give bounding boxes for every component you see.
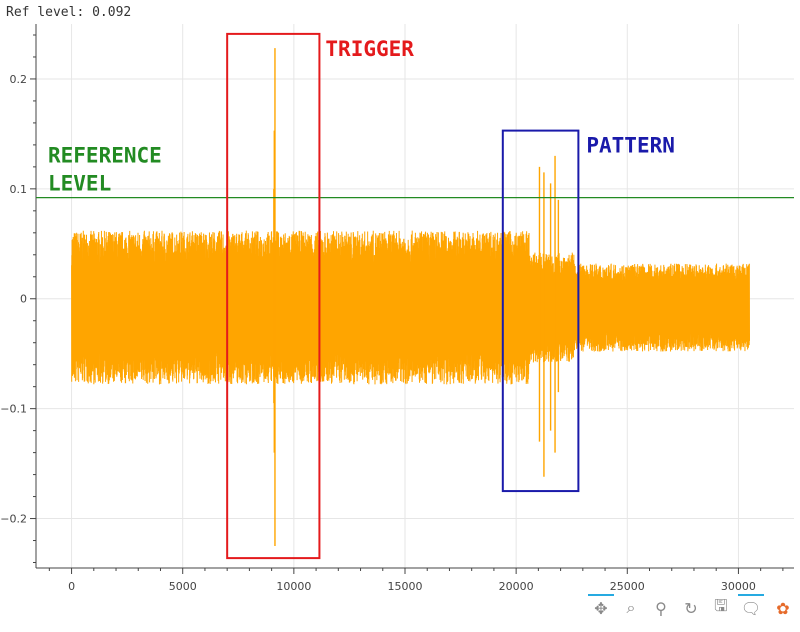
save-icon[interactable]: 🖫 [714, 595, 728, 615]
x-tick-label: 0 [68, 580, 75, 593]
reference-label-line: REFERENCE [48, 144, 162, 168]
y-tick-label: −0.1 [0, 403, 27, 416]
page-title: Ref level: 0.092 [6, 5, 132, 20]
x-tick-label: 5000 [169, 580, 197, 593]
y-tick-label: 0.2 [10, 73, 28, 86]
y-tick-label: −0.2 [0, 513, 27, 526]
x-tick-label: 10000 [276, 580, 311, 593]
chart-toolbar: ✥ ⌕ ⚲ ↻ 🖫 🗨 ✿ [588, 593, 798, 623]
reference-label-line: LEVEL [48, 172, 111, 196]
box-zoom-icon[interactable]: ⌕ [626, 598, 636, 617]
pattern-box [501, 129, 580, 493]
y-tick-label: 0.1 [10, 183, 28, 196]
x-tick-label: 20000 [499, 580, 534, 593]
pan-icon[interactable]: ✥ [588, 594, 614, 619]
hover-icon[interactable]: 🗨 [738, 594, 764, 618]
reset-icon[interactable]: ↻ [684, 598, 698, 618]
y-tick-label: 0 [20, 293, 27, 306]
pattern-label: PATTERN [586, 134, 675, 158]
wheel-zoom-icon[interactable]: ⚲ [655, 598, 667, 618]
signal-trace [71, 230, 750, 385]
bokeh-logo-icon[interactable]: ✿ [776, 598, 790, 618]
x-tick-label: 15000 [387, 580, 422, 593]
x-tick-label: 25000 [610, 580, 645, 593]
trigger-box [226, 32, 321, 560]
trigger-label: TRIGGER [325, 37, 414, 61]
x-tick-label: 30000 [721, 580, 756, 593]
